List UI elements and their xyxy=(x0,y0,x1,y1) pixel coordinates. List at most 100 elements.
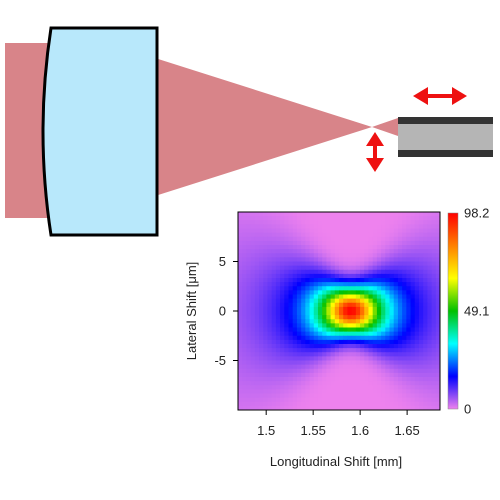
heatmap-cell xyxy=(339,286,344,291)
heatmap-cell xyxy=(313,273,319,279)
heatmap-cell xyxy=(288,298,294,304)
heatmap-cell xyxy=(309,385,315,390)
heatmap-cell xyxy=(284,323,290,329)
heatmap-cell xyxy=(414,389,420,395)
heatmap-cell xyxy=(435,228,440,234)
heatmap-cell xyxy=(313,236,319,242)
heatmap-cell xyxy=(410,397,416,403)
heatmap-cell xyxy=(246,405,252,410)
heatmap-cell xyxy=(372,269,378,275)
heatmap-cell xyxy=(334,282,340,287)
heatmap-cell xyxy=(431,352,437,357)
heatmap-cells xyxy=(238,212,440,410)
heatmap-cell xyxy=(317,298,323,304)
heatmap-cell xyxy=(385,273,391,279)
heatmap-cell xyxy=(410,352,416,357)
heatmap-cell xyxy=(246,368,252,374)
heatmap-cell xyxy=(351,381,357,386)
heatmap-cell xyxy=(343,245,349,250)
heatmap-cell xyxy=(326,278,332,283)
heatmap-cell xyxy=(284,273,290,279)
heatmap-cell xyxy=(271,401,277,407)
heatmap-cell xyxy=(326,311,332,316)
heatmap-cell xyxy=(305,298,311,304)
heatmap-cell xyxy=(280,253,285,258)
heatmap-cell xyxy=(410,249,416,254)
heatmap-cell xyxy=(406,261,412,267)
heatmap-cell xyxy=(347,401,353,407)
heatmap-cell xyxy=(364,360,370,366)
heatmap-cell xyxy=(242,240,248,246)
heatmap-cell xyxy=(360,323,365,329)
heatmap-cell xyxy=(284,302,290,308)
heatmap-cell xyxy=(292,352,298,357)
heatmap-cell xyxy=(393,302,399,308)
heatmap-cell xyxy=(322,294,327,300)
heatmap-cell xyxy=(410,327,416,333)
heatmap-cell xyxy=(397,352,403,357)
heatmap-cell xyxy=(351,393,357,399)
heatmap-cell xyxy=(402,265,407,271)
heatmap-cell xyxy=(410,294,416,300)
heatmap-cell xyxy=(326,344,332,349)
heatmap-cell xyxy=(372,344,378,349)
heatmap-cell xyxy=(423,224,428,230)
heatmap-cell xyxy=(385,212,391,217)
heatmap-cell xyxy=(267,302,273,308)
heatmap-cell xyxy=(305,224,311,230)
heatmap-cell xyxy=(410,385,416,390)
heatmap-cell xyxy=(418,286,424,291)
heatmap-cell xyxy=(267,236,273,242)
heatmap-cell xyxy=(250,381,256,386)
heatmap-cell xyxy=(343,397,349,403)
heatmap-cell xyxy=(288,273,294,279)
heatmap-cell xyxy=(271,389,277,395)
heatmap-cell xyxy=(305,220,311,225)
heatmap-cell xyxy=(326,397,332,403)
heatmap-cell xyxy=(339,385,344,390)
heatmap-cell xyxy=(376,212,382,217)
heatmap-cell xyxy=(397,282,403,287)
heatmap-cell xyxy=(334,216,340,221)
heatmap-cell xyxy=(355,315,361,320)
heatmap-cell xyxy=(435,240,440,246)
heatmap-cell xyxy=(339,253,344,258)
heatmap-cell xyxy=(423,327,428,333)
heatmap-cell xyxy=(254,306,260,312)
heatmap-cell xyxy=(339,335,344,341)
heatmap-cell xyxy=(263,356,269,362)
heatmap-cell xyxy=(423,278,428,283)
heatmap-cell xyxy=(418,224,424,230)
heatmap-cell xyxy=(246,344,252,349)
heatmap-cell xyxy=(381,286,386,291)
heatmap-cell xyxy=(301,405,306,410)
heatmap-cell xyxy=(347,261,353,267)
diverging-beam xyxy=(372,118,398,136)
heatmap-cell xyxy=(292,339,298,345)
heatmap-cell xyxy=(431,348,437,353)
heatmap-cell xyxy=(259,311,264,316)
heatmap-cell xyxy=(368,368,374,374)
heatmap-cell xyxy=(381,348,386,353)
heatmap-cell xyxy=(254,245,260,250)
heatmap-cell xyxy=(418,298,424,304)
heatmap-cell xyxy=(313,344,319,349)
heatmap-cell xyxy=(288,232,294,238)
heatmap-cell xyxy=(410,216,416,221)
heatmap-cell xyxy=(288,311,294,316)
heatmap-cell xyxy=(254,331,260,337)
heatmap-cell xyxy=(288,236,294,242)
heatmap-cell xyxy=(250,335,256,341)
heatmap-cell xyxy=(385,315,391,320)
heatmap-cell xyxy=(280,265,285,271)
heatmap-cell xyxy=(351,290,357,296)
heatmap-cell xyxy=(326,232,332,238)
heatmap-cell xyxy=(305,352,311,357)
heatmap-cell xyxy=(296,286,302,291)
heatmap-cell xyxy=(284,228,290,234)
heatmap-cell xyxy=(259,302,264,308)
heatmap-cell xyxy=(259,348,264,353)
heatmap-cell xyxy=(431,372,437,378)
heatmap-cell xyxy=(431,228,437,234)
heatmap-cell xyxy=(296,311,302,316)
